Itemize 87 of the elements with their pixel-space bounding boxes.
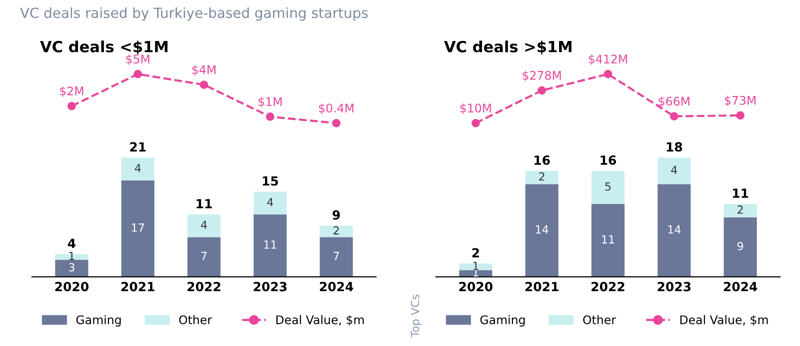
data-label: $278M [522, 70, 561, 82]
bar [55, 260, 88, 277]
bar [525, 170, 558, 184]
data-label: $66M [658, 96, 690, 108]
x-tick-label: 2023 [658, 282, 691, 292]
legend-label: Deal Value, $m [276, 315, 364, 326]
bar [591, 170, 625, 204]
data-label: 2 [738, 205, 743, 214]
bar [724, 204, 757, 218]
data-label: 11 [602, 235, 614, 244]
data-label: $412M [588, 54, 627, 66]
point [472, 118, 480, 128]
data-label: 11 [264, 240, 276, 249]
x-tick-label: 2021 [525, 282, 558, 292]
point [266, 112, 274, 121]
data-label: 3 [69, 263, 74, 272]
data-label: 17 [132, 224, 144, 232]
x-tick-label: 2024 [320, 282, 354, 292]
data-label: 9 [737, 242, 744, 250]
data-label: 2 [334, 226, 339, 234]
total-label: 16 [534, 155, 550, 165]
x-tick-label: 2024 [724, 282, 758, 292]
x-tick-label: 2021 [121, 282, 154, 292]
bar [724, 217, 757, 277]
bar [591, 204, 625, 277]
legend-label: Gaming [76, 315, 121, 327]
total-label: 16 [600, 155, 616, 165]
point [200, 80, 208, 89]
bar [121, 180, 154, 277]
data-label: 1 [473, 262, 478, 270]
data-label: $1M [258, 96, 282, 108]
bar [254, 214, 287, 277]
data-label: $2M [60, 86, 84, 98]
total-label: 15 [262, 176, 278, 186]
total-label: 11 [196, 199, 212, 208]
x-tick-label: 2022 [188, 282, 220, 292]
data-label: $5M [126, 54, 150, 66]
bar [254, 192, 287, 214]
total-label: 11 [733, 188, 748, 198]
data-label: 1 [69, 252, 74, 260]
chart-subtitle: VC deals <$1M [40, 40, 168, 54]
bar [121, 158, 154, 180]
data-label: 7 [201, 252, 207, 260]
bar [658, 158, 691, 184]
data-label: $10M [460, 103, 491, 114]
x-tick-label: 2022 [592, 282, 624, 292]
x-tick-label: 2020 [459, 282, 492, 292]
legend-label: Other [583, 315, 616, 324]
data-label: 2 [539, 172, 544, 181]
data-label: $4M [192, 65, 216, 76]
bar [320, 237, 353, 277]
point [134, 70, 142, 78]
point [332, 118, 340, 128]
bar [320, 226, 353, 238]
legend-label: Other [179, 315, 212, 324]
data-label: $73M [724, 96, 756, 106]
chart-title: VC deals raised by Turkiye-based gaming startups [20, 7, 368, 21]
point [604, 70, 612, 78]
data-label: 4 [201, 220, 207, 229]
data-label: 5 [605, 182, 611, 191]
data-label: 4 [267, 198, 274, 206]
data-label: $0.4M [319, 103, 354, 114]
bar [658, 184, 691, 277]
data-label: 7 [334, 252, 339, 260]
total-label: 18 [666, 142, 682, 152]
bar [187, 214, 221, 238]
bar [459, 264, 492, 270]
data-label: 14 [668, 225, 681, 234]
x-tick-label: 2020 [55, 282, 88, 292]
point [538, 86, 546, 95]
total-label: 2 [472, 248, 479, 258]
total-label: 9 [332, 210, 340, 220]
data-label: 14 [536, 225, 548, 234]
total-label: 4 [68, 238, 76, 248]
data-label: 4 [134, 164, 141, 172]
total-label: 21 [130, 142, 146, 152]
text: Top VCs [410, 294, 422, 338]
x-tick-label: 2023 [254, 282, 287, 292]
legend-label: Gaming [480, 315, 525, 327]
point [670, 112, 678, 120]
legend-label: Deal Value, $m [680, 315, 768, 326]
chart-subtitle: VC deals >$1M [444, 40, 572, 54]
point [68, 102, 76, 110]
bar [525, 184, 558, 277]
bar [187, 237, 221, 277]
point [736, 111, 744, 120]
data-label: 4 [671, 166, 678, 174]
